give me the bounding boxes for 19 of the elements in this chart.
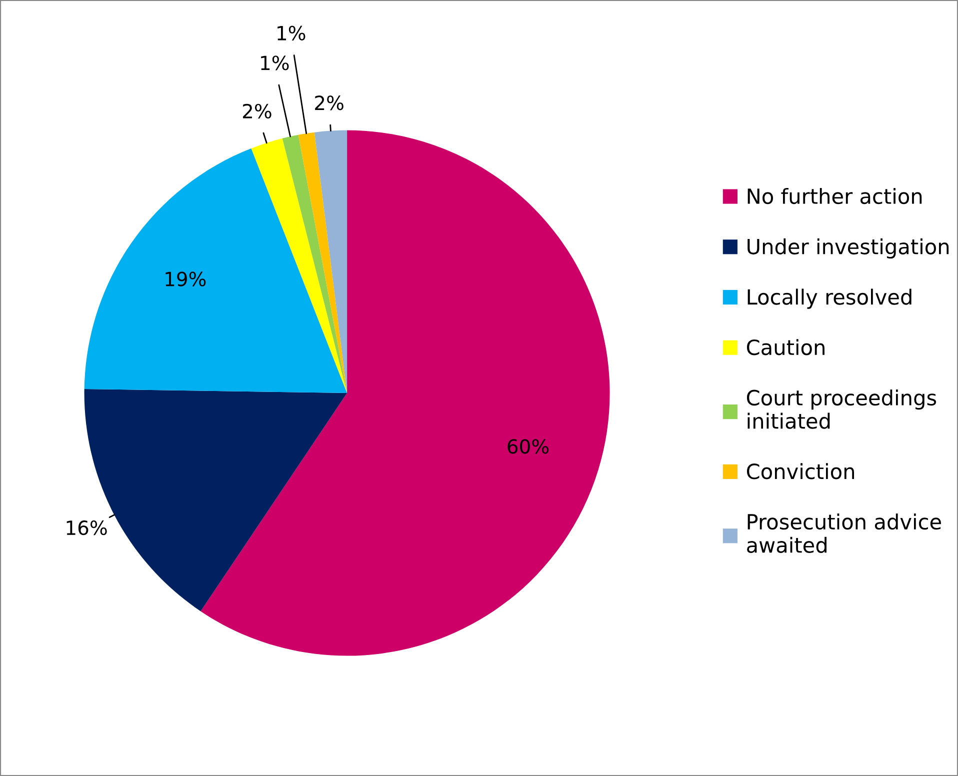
data-label: 19% — [166, 272, 206, 286]
pie-slice — [251, 138, 348, 394]
data-label: 16% — [66, 520, 107, 536]
legend-label: Under investigation — [748, 238, 949, 258]
legend-label: Court proceedings initiated — [746, 389, 936, 429]
legend-label: Prosecution advice awaited — [747, 514, 941, 553]
data-label: 2% — [242, 104, 272, 119]
legend-label: Locally resolved — [748, 288, 912, 309]
pie-slice — [282, 134, 348, 394]
data-label: 2% — [315, 96, 344, 110]
data-label: 1% — [278, 26, 306, 40]
data-label: 60% — [508, 439, 549, 454]
pie-slice — [84, 148, 348, 394]
pie-slice — [314, 130, 348, 394]
legend-label: Caution — [746, 339, 824, 356]
data-label: 1% — [261, 56, 289, 70]
legend-label: No further action — [748, 188, 922, 204]
pie-slice — [298, 132, 348, 394]
legend-label: Conviction — [746, 463, 854, 480]
